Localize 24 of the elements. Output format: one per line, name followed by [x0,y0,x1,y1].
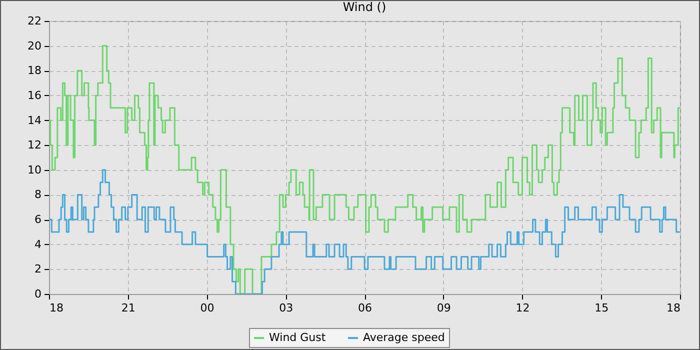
x-tick-label: 06 [358,302,372,314]
y-tick-label: 22 [28,14,42,28]
y-tick-label: 8 [34,188,42,202]
x-tick-label: 00 [200,302,214,314]
y-tick-label: 4 [34,238,42,251]
y-tick-label: 14 [28,114,42,127]
legend-label: Average speed [363,331,445,344]
chart-title: Wind () [342,0,386,14]
y-tick-label: 12 [28,138,42,152]
x-tick-label: 15 [594,302,609,314]
y-tick-label: 10 [28,163,42,176]
y-tick-label: 20 [28,39,42,52]
y-tick-label: 16 [28,88,42,102]
x-tick-label: 03 [279,302,294,314]
x-tick-label: 18 [50,302,64,314]
y-tick-label: 0 [34,288,42,300]
x-tick-label: 18 [666,302,680,314]
x-tick-label: 21 [121,302,136,314]
y-tick-label: 2 [34,262,42,276]
y-tick-label: 6 [34,213,42,226]
x-tick-label: 09 [436,302,451,314]
x-tick-label: 12 [516,302,530,314]
y-tick-label: 18 [28,64,42,78]
legend-label: Wind Gust [269,331,326,344]
